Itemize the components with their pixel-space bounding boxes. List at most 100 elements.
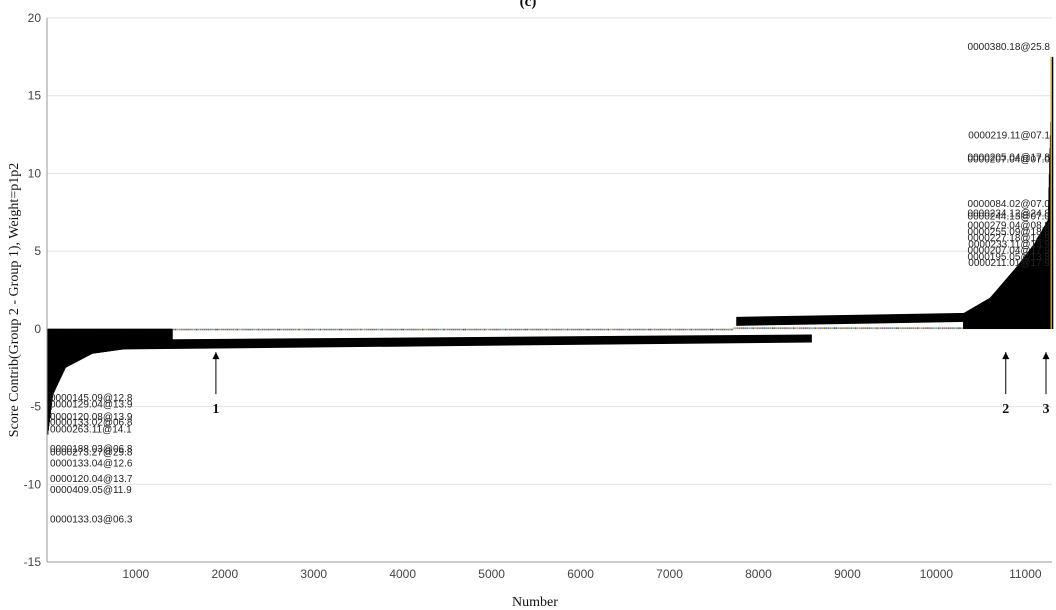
thin-bar — [201, 328, 204, 331]
thin-bar — [456, 328, 459, 331]
thin-bar — [505, 328, 507, 331]
y-tick-label: 20 — [28, 11, 42, 25]
thin-bar — [304, 328, 306, 331]
thin-bar — [764, 327, 766, 329]
thin-bar — [466, 328, 468, 331]
thin-bar — [621, 328, 623, 331]
x-tick-label: 4000 — [389, 567, 416, 581]
thin-bar — [706, 328, 708, 331]
thin-bar — [248, 328, 250, 331]
thin-bar — [661, 328, 664, 331]
point-label: 0000211.01@17.9 — [968, 258, 1050, 269]
thin-bar — [707, 328, 710, 331]
thin-bar — [280, 328, 283, 331]
thin-bar — [369, 328, 372, 331]
point-label: 0000133.03@06.3 — [50, 514, 133, 525]
point-label: 0000219.11@07.1 — [968, 131, 1050, 142]
thin-bar — [582, 328, 584, 331]
thin-bar — [684, 328, 687, 331]
thin-bar — [294, 328, 296, 331]
thin-bar — [479, 328, 482, 331]
thin-bar — [595, 328, 598, 331]
thin-bar — [651, 328, 654, 331]
x-tick-label: 1000 — [123, 567, 150, 581]
thin-bar — [346, 328, 349, 331]
thin-bar — [249, 328, 252, 331]
thin-bar — [564, 328, 567, 331]
thin-bar — [321, 328, 324, 331]
thin-bar — [261, 328, 264, 331]
thin-bar — [729, 328, 731, 331]
thin-bar — [599, 328, 602, 331]
thin-bar — [191, 328, 194, 331]
thin-bar — [592, 328, 594, 331]
thin-bar — [597, 328, 600, 331]
thin-bar — [663, 328, 666, 331]
thin-bar — [302, 328, 304, 331]
thin-bar — [617, 328, 619, 331]
thin-bar — [365, 328, 368, 331]
thin-bar — [796, 327, 799, 329]
thin-bar — [704, 328, 706, 331]
thin-bar — [696, 328, 698, 331]
thin-bar — [930, 327, 932, 329]
thin-bar — [271, 328, 273, 331]
thin-bar — [920, 327, 923, 329]
y-tick-label: -15 — [24, 555, 42, 569]
thin-bar — [290, 328, 293, 331]
thin-bar — [236, 328, 239, 331]
thin-bar — [352, 328, 354, 331]
thin-bar — [555, 328, 557, 331]
y-tick-label: -5 — [30, 400, 41, 414]
thin-bar — [485, 328, 488, 331]
point-label: 0000133.02@06.8 — [50, 417, 133, 428]
thin-bar — [418, 328, 420, 331]
thin-bar — [331, 328, 333, 331]
thin-bar — [655, 328, 658, 331]
x-tick-label: 10000 — [920, 567, 954, 581]
thin-bar — [184, 328, 186, 331]
axes: -15 -10 -5 0 5 10 15 20 1000 2000 3000 4000 5000 6000… — [24, 11, 1052, 581]
thin-bar — [694, 328, 697, 331]
thin-bar — [327, 328, 329, 331]
arrow-head — [1042, 352, 1050, 360]
bar-positive — [1052, 56, 1054, 329]
thin-bar — [671, 328, 673, 331]
thin-bar — [702, 328, 704, 331]
point-label: 0000120.04@13.7 — [50, 474, 133, 485]
thin-bar — [425, 328, 428, 331]
arrow-head — [212, 352, 220, 360]
thin-bar — [483, 328, 486, 331]
thin-bar — [416, 328, 418, 331]
thin-bar — [785, 327, 787, 329]
thin-bar — [520, 328, 523, 331]
thin-bar — [499, 328, 501, 331]
thin-bar — [406, 328, 409, 331]
thin-bar — [493, 328, 496, 331]
thin-bar — [878, 327, 880, 329]
thin-bar — [224, 328, 227, 331]
thin-bar — [895, 327, 898, 329]
thin-bar — [176, 328, 179, 331]
thin-bar — [881, 327, 884, 329]
thin-bar — [914, 327, 917, 329]
thin-bar — [845, 327, 847, 329]
thin-bar — [648, 328, 650, 331]
thin-bar — [642, 328, 644, 331]
point-label: 0000188.03@06.8 — [50, 444, 133, 455]
thin-bar — [905, 327, 907, 329]
x-tick-label: 6000 — [567, 567, 594, 581]
x-tick-label: 9000 — [834, 567, 861, 581]
thin-bar — [402, 328, 405, 331]
thin-bar — [530, 328, 532, 331]
thin-bar — [391, 328, 393, 331]
thin-bar — [955, 327, 957, 329]
thin-bar — [586, 328, 588, 331]
thin-bar — [477, 328, 480, 331]
thin-bar — [512, 328, 515, 331]
thin-bar — [644, 328, 646, 331]
thin-bar — [510, 328, 513, 331]
point-label: 0000207.04@17.9 — [968, 246, 1051, 257]
thin-bar — [230, 328, 233, 331]
thin-bar — [879, 327, 882, 329]
